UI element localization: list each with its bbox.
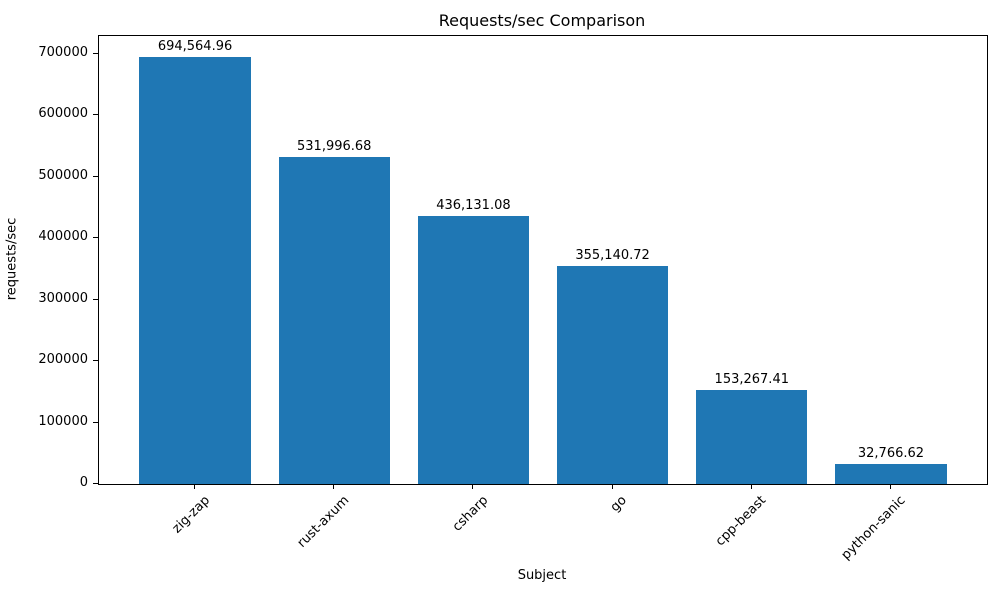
bar-value-label: 355,140.72 <box>575 247 650 263</box>
y-tick-label: 100000 <box>38 413 88 429</box>
y-tick-label: 700000 <box>38 44 88 60</box>
x-tick-label-go: go <box>608 493 631 516</box>
x-tick-label-csharp: csharp <box>449 493 492 535</box>
y-tick <box>93 421 98 423</box>
x-tick-label-cpp-beast: cpp-beast <box>713 493 770 550</box>
x-tick <box>889 484 891 489</box>
y-tick <box>93 237 98 239</box>
y-tick-label: 600000 <box>38 106 88 122</box>
y-tick-label: 0 <box>79 475 88 490</box>
x-tick-label-python-sanic: python-sanic <box>838 493 909 563</box>
x-tick <box>333 484 335 489</box>
x-tick <box>194 484 196 489</box>
plot-area: 694,564.96 531,996.68 436,131.08 355,140.72… <box>98 35 988 485</box>
bar-value-label: 436,131.08 <box>436 198 511 214</box>
bar-value-label: 32,766.62 <box>857 445 925 461</box>
bar-value-label: 531,996.68 <box>297 139 372 155</box>
x-axis-label: Subject <box>517 568 567 583</box>
y-tick <box>93 483 98 484</box>
bar-zig-zap <box>139 57 251 484</box>
bar-cpp-beast <box>696 389 808 484</box>
x-tick <box>472 484 474 489</box>
x-tick <box>611 484 613 489</box>
y-tick <box>93 114 98 116</box>
x-tick-label-rust-axum: rust-axum <box>294 493 352 551</box>
y-tick-label: 200000 <box>38 352 88 368</box>
bar-rust-axum <box>278 157 390 484</box>
bar-python-sanic <box>835 463 947 484</box>
y-axis-label: requests/sec <box>4 217 20 301</box>
bar-go <box>556 265 669 484</box>
bar-value-label: 694,564.96 <box>157 39 233 55</box>
y-tick <box>93 52 98 54</box>
y-tick <box>93 298 98 300</box>
chart-title: Requests/sec Comparison <box>438 11 646 30</box>
bar-value-label: 153,267.41 <box>714 371 789 387</box>
y-tick <box>93 360 98 362</box>
bar-csharp <box>417 216 530 484</box>
x-tick-label-zig-zap: zig-zap <box>169 493 213 537</box>
y-tick-label: 300000 <box>38 290 88 306</box>
x-tick <box>750 484 752 489</box>
y-tick <box>93 175 98 177</box>
y-tick-label: 400000 <box>38 229 88 245</box>
y-tick-label: 500000 <box>38 167 88 183</box>
